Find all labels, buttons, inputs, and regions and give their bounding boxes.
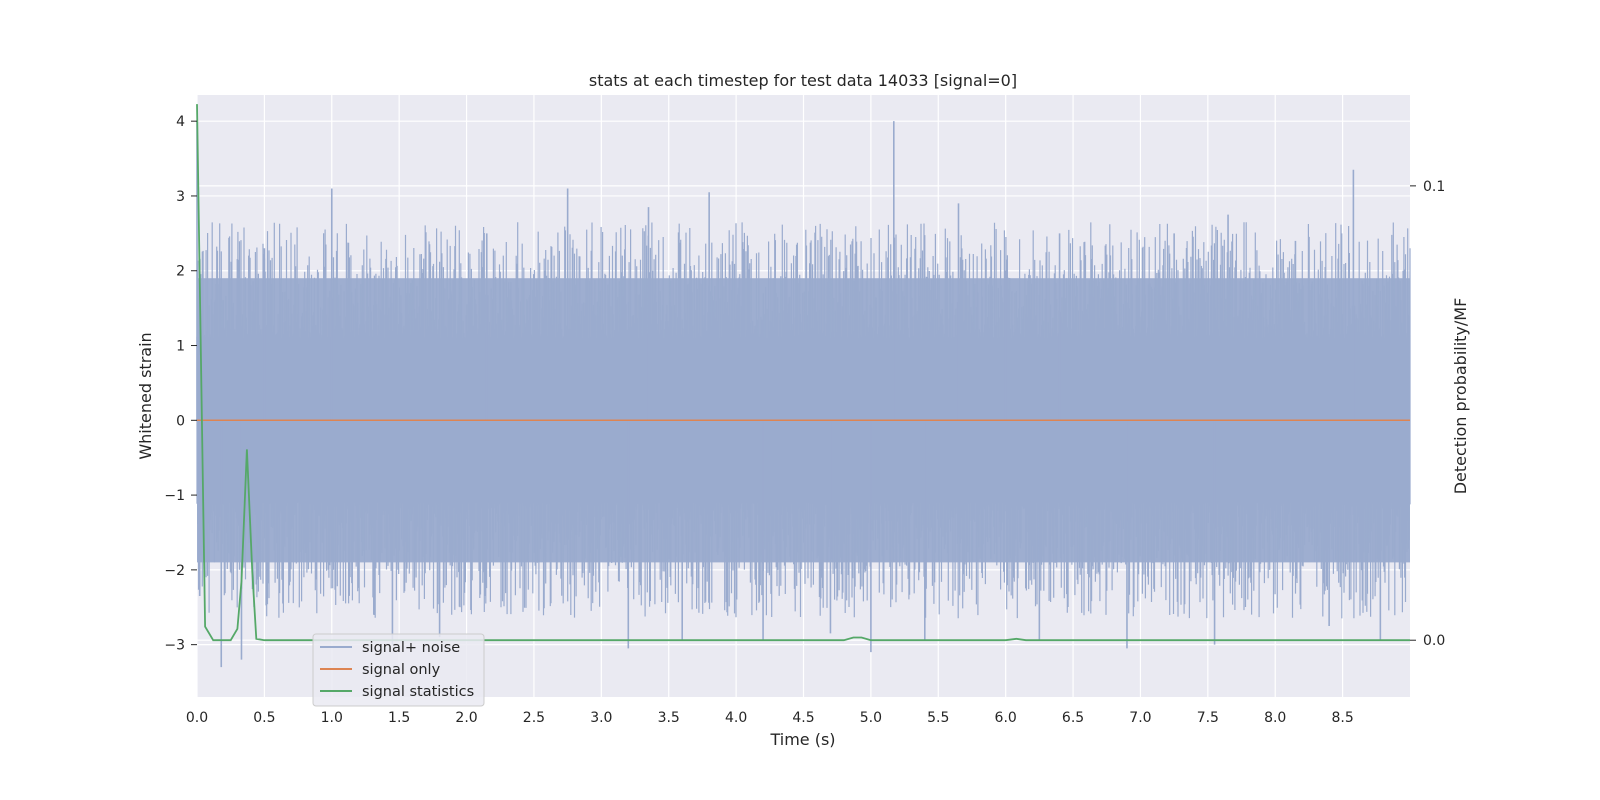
y-axis-label: Whitened strain [136, 332, 155, 459]
y-tick-labels: 4 3 2 1 0 −1 −2 −3 [164, 114, 197, 654]
x-tick-label: 4.0 [725, 710, 747, 726]
series-signal-statistics [196, 104, 1410, 642]
y-tick-label: −1 [164, 488, 185, 504]
legend-label-signal-noise: signal+ noise [362, 640, 460, 656]
x-tick-label: 1.5 [388, 710, 410, 726]
x-tick-label: 1.0 [321, 710, 343, 726]
x-tick-label: 3.5 [658, 710, 680, 726]
x-tick-label: 2.0 [455, 710, 477, 726]
legend-label-signal-only: signal only [362, 662, 441, 678]
x-tick-label: 6.0 [995, 710, 1017, 726]
y-tick-label: 3 [176, 189, 185, 205]
x-tick-label: 5.0 [860, 710, 882, 726]
legend-box [312, 633, 485, 707]
x-tick-label: 0.5 [253, 710, 275, 726]
y-tick-label: −3 [164, 638, 185, 654]
x-tick-label: 4.5 [792, 710, 814, 726]
x-tick-label: 5.5 [927, 710, 949, 726]
legend-label-signal-statistics: signal statistics [362, 684, 474, 700]
y2-tick-label: 0.0 [1423, 633, 1445, 649]
y-tick-label: 2 [176, 264, 185, 280]
x-tick-label: 8.5 [1331, 710, 1353, 726]
x-tick-label: 8.0 [1264, 710, 1286, 726]
y2-tick-labels: 0.1 0.0 [1410, 179, 1445, 649]
y-tick-label: 0 [176, 413, 185, 429]
x-tick-label: 7.5 [1197, 710, 1219, 726]
y2-axis-label: Detection probability/MF [1451, 298, 1470, 495]
x-tick-label: 0.0 [186, 710, 208, 726]
y2-tick-label: 0.1 [1423, 179, 1445, 195]
y-tick-label: 1 [176, 339, 185, 355]
x-tick-label: 3.0 [590, 710, 612, 726]
x-axis-label: Time (s) [769, 730, 835, 749]
x-tick-label: 2.5 [523, 710, 545, 726]
x-tick-label: 6.5 [1062, 710, 1084, 726]
y-tick-label: 4 [176, 114, 185, 130]
x-tick-label: 7.0 [1129, 710, 1151, 726]
y-tick-label: −2 [164, 563, 185, 579]
x-tick-labels: 0.0 0.5 1.0 1.5 2.0 2.5 3.0 3.5 4.0 4.5 5.0 5.5 6.0 6… [186, 710, 1354, 726]
legend: signal+ noise signal only signal statist… [312, 633, 485, 707]
signal-statistics-line [196, 104, 1410, 642]
chart-title: stats at each timestep for test data 140… [589, 71, 1017, 90]
